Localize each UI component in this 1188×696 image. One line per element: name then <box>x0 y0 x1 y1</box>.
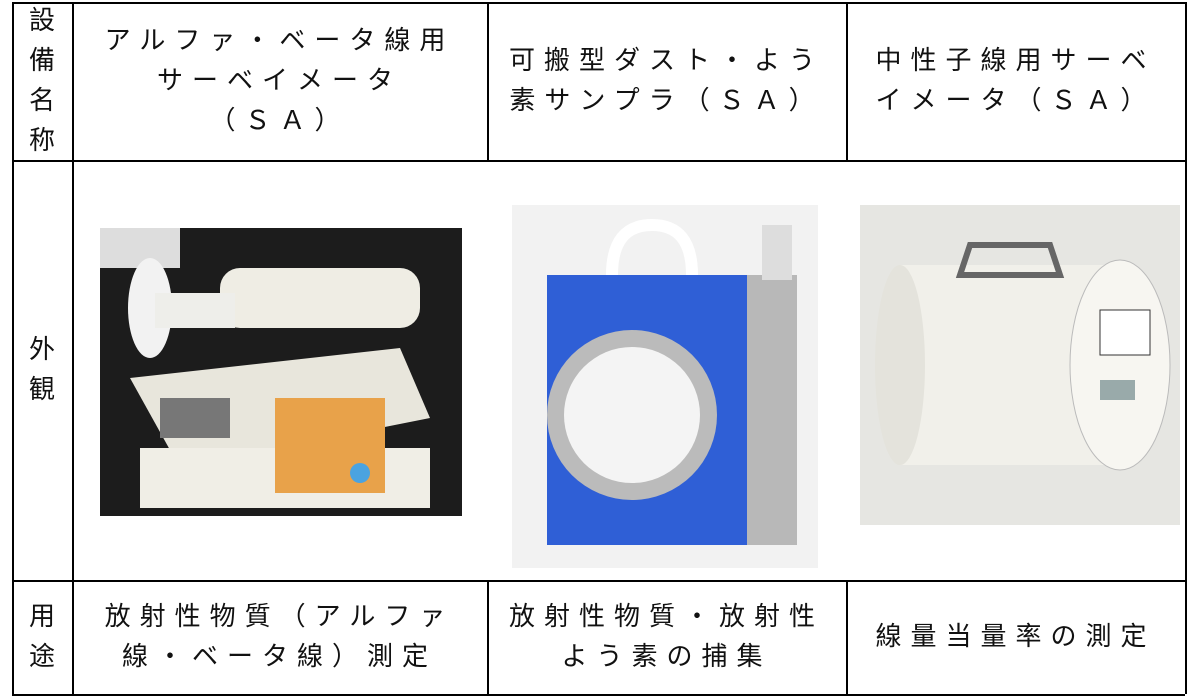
cell-text: イメータ（ＳＡ） <box>875 86 1156 116</box>
table-cell: 可搬型ダスト・よう 素サンプラ（ＳＡ） <box>487 2 846 160</box>
cell-text: アルファ・ベータ線用 <box>104 26 455 56</box>
cell-text: 名 <box>28 86 55 116</box>
table-cell: アルファ・ベータ線用 サーベイメータ （ＳＡ） <box>72 2 487 160</box>
table-rule <box>12 580 1185 582</box>
cell-text: 放射性物質・放射性 <box>508 602 824 632</box>
cell-text: 観 <box>28 375 55 405</box>
table-cell: 設備名称 <box>12 2 72 160</box>
table-rule <box>72 160 74 580</box>
table-rule <box>1185 580 1187 694</box>
table-cell: 放射性物質・放射性 よう素の捕集 <box>487 580 846 694</box>
table-rule <box>1185 2 1187 160</box>
photo-neutron-survey-meter <box>860 205 1180 525</box>
table-rule <box>1185 160 1187 580</box>
table-rule <box>846 580 848 694</box>
cell-text: 中性子線用サーベ <box>875 46 1156 76</box>
cell-text: 素サンプラ（ＳＡ） <box>509 86 824 116</box>
table-rule <box>72 580 74 694</box>
table-cell: 放射性物質（アルファ 線・ベータ線）測定 <box>72 580 487 694</box>
cell-text: 備 <box>28 46 55 76</box>
table-rule <box>12 2 14 160</box>
cell-text: よう素の捕集 <box>561 642 772 672</box>
cell-text: 外 <box>28 335 55 365</box>
photo-alpha-beta-survey-meter <box>100 228 462 516</box>
cell-text: 線・ベータ線）測定 <box>121 642 437 672</box>
table-cell: 線量当量率の測定 <box>846 580 1185 694</box>
table-rule <box>12 2 1185 4</box>
cell-text: 設 <box>28 6 55 36</box>
table-rule <box>12 160 14 580</box>
table-cell: 中性子線用サーベ イメータ（ＳＡ） <box>846 2 1185 160</box>
cell-text: （ＳＡ） <box>209 106 350 136</box>
table-rule <box>846 2 848 160</box>
cell-text: サーベイメータ <box>156 66 402 96</box>
photo-dust-sampler <box>512 205 818 568</box>
table-cell: 用途 <box>12 580 72 694</box>
table-rule <box>72 2 74 160</box>
cell-text: 線量当量率の測定 <box>875 622 1156 652</box>
table-rule <box>487 2 489 160</box>
table-rule <box>12 580 14 694</box>
cell-text: 放射性物質（アルファ <box>104 602 455 632</box>
table-rule <box>12 160 1185 162</box>
cell-text: 用 <box>28 602 55 632</box>
table-cell: 外観 <box>12 160 72 580</box>
table-rule <box>487 580 489 694</box>
cell-text: 可搬型ダスト・よう <box>508 46 824 76</box>
cell-text: 称 <box>28 126 55 156</box>
cell-text: 途 <box>28 642 55 672</box>
